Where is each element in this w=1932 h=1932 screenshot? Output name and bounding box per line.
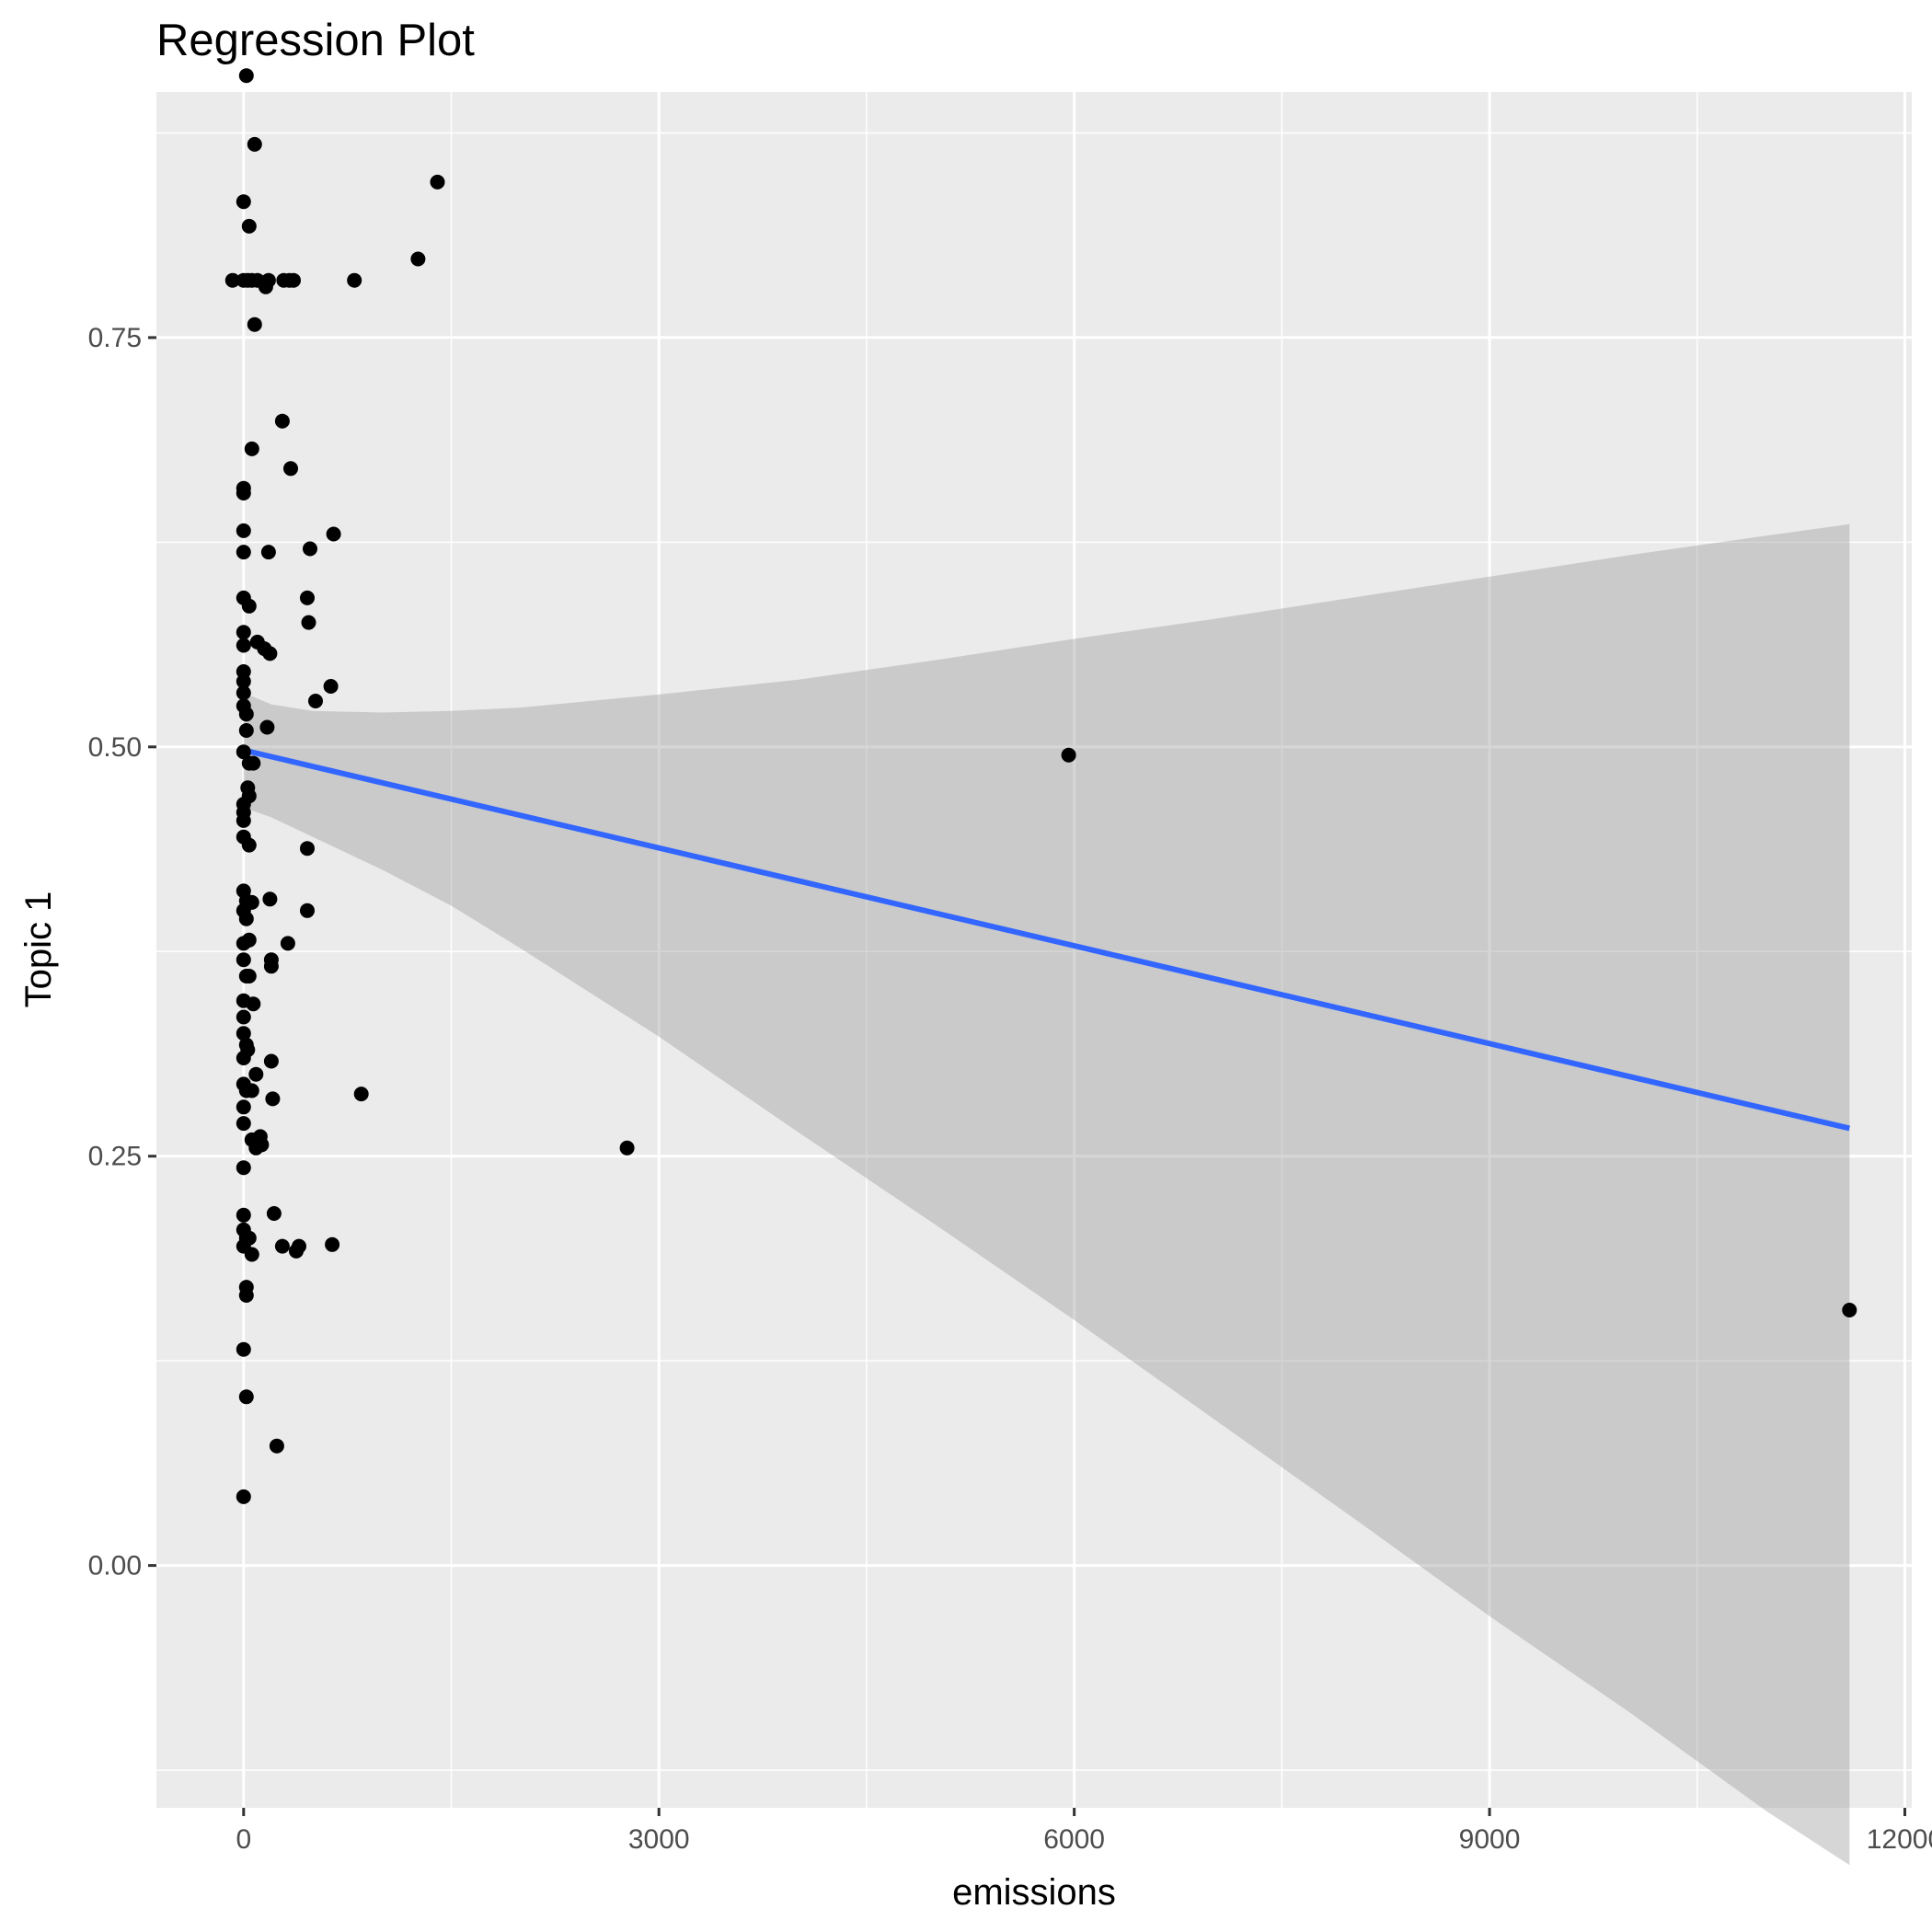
data-point (236, 625, 251, 640)
data-point (241, 969, 257, 983)
data-point (430, 174, 445, 190)
y-axis: 0.00 0.25 0.50 0.75 (88, 323, 156, 1581)
data-point (1061, 747, 1076, 763)
data-point (236, 545, 251, 560)
x-tick-label: 0 (236, 1824, 251, 1855)
data-point (238, 68, 254, 84)
data-point (236, 812, 251, 828)
data-point (303, 541, 317, 557)
confidence-band-area (243, 523, 1850, 1866)
x-axis-title: emissions (952, 1872, 1116, 1913)
data-point (266, 1206, 282, 1221)
data-point (236, 1341, 251, 1357)
data-point (258, 279, 273, 294)
x-tick-label: 6000 (1043, 1824, 1105, 1855)
data-point (283, 461, 298, 477)
data-point (236, 744, 251, 760)
data-point (248, 1140, 264, 1156)
y-tick-label: 0.75 (88, 323, 142, 353)
data-point (265, 1091, 281, 1107)
data-point (236, 673, 251, 689)
data-point (289, 1243, 304, 1259)
data-point (300, 903, 315, 918)
regression-line (243, 747, 1850, 1132)
data-point (308, 694, 323, 708)
data-point (236, 1009, 251, 1025)
data-point (263, 959, 279, 974)
data-point (1842, 1303, 1857, 1317)
data-point (300, 841, 315, 857)
data-point (224, 272, 240, 288)
data-point (244, 1247, 259, 1262)
data-point (246, 755, 261, 771)
fit-line-layer (243, 747, 1850, 1132)
data-point (244, 441, 259, 456)
data-point (236, 1116, 251, 1132)
data-point (238, 911, 254, 926)
data-point (238, 1389, 254, 1405)
data-point (274, 413, 290, 429)
data-point (263, 1053, 279, 1069)
data-point (236, 952, 251, 968)
data-point (236, 685, 251, 701)
data-point (410, 251, 426, 267)
data-point (259, 719, 275, 735)
data-point (262, 891, 278, 907)
plot-panel (156, 92, 1912, 1808)
data-point (241, 837, 257, 853)
data-point (236, 194, 251, 210)
data-point (236, 1160, 251, 1176)
data-point (323, 679, 339, 694)
data-point (286, 272, 301, 288)
data-point (238, 723, 254, 738)
data-point (280, 936, 295, 951)
data-point (236, 1489, 251, 1504)
data-point (246, 996, 261, 1012)
data-point (241, 598, 257, 614)
chart-title: Regression Plot (156, 16, 475, 65)
data-point (248, 1066, 264, 1082)
data-point (353, 1087, 369, 1102)
data-point (236, 486, 251, 500)
x-tick-label: 3000 (628, 1824, 690, 1855)
data-point (236, 523, 251, 538)
data-point (347, 272, 362, 288)
data-point (236, 1207, 251, 1223)
data-point (236, 1051, 251, 1065)
data-point (262, 646, 278, 661)
data-point (301, 615, 316, 630)
y-tick-label: 0.00 (88, 1551, 142, 1581)
minor-gridlines (156, 92, 1912, 1808)
data-point (238, 707, 254, 722)
data-point (300, 590, 315, 605)
data-point (269, 1438, 284, 1454)
data-point (238, 1288, 254, 1303)
data-point (241, 932, 257, 948)
data-point (247, 136, 262, 152)
data-point (619, 1140, 635, 1156)
data-point (236, 1099, 251, 1115)
data-point (326, 526, 341, 542)
data-point (247, 316, 262, 332)
data-point (236, 638, 251, 653)
data-point (244, 1083, 259, 1098)
data-point (241, 218, 257, 234)
data-point (260, 545, 276, 560)
data-point (325, 1236, 340, 1252)
data-point (236, 1026, 251, 1041)
data-points (224, 68, 1857, 1504)
y-tick-label: 0.50 (88, 732, 142, 763)
y-axis-title: Topic 1 (18, 891, 59, 1008)
x-tick-label: 9000 (1459, 1824, 1521, 1855)
data-point (274, 1238, 290, 1254)
y-tick-label: 0.25 (88, 1142, 142, 1172)
confidence-band (243, 523, 1850, 1866)
